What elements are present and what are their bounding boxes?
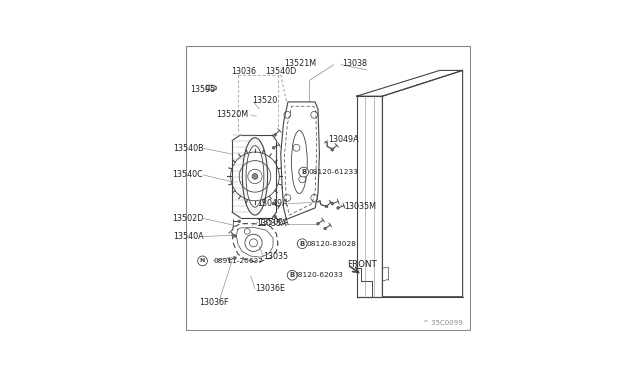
Text: 13595: 13595 xyxy=(190,84,215,93)
Text: 13520: 13520 xyxy=(252,96,277,105)
Text: 13036: 13036 xyxy=(231,67,256,76)
Circle shape xyxy=(299,167,308,177)
Text: 13036E: 13036E xyxy=(255,284,285,293)
Text: 13035: 13035 xyxy=(264,252,289,261)
Text: 08911-20637: 08911-20637 xyxy=(213,258,263,264)
Text: 13502A: 13502A xyxy=(258,218,289,227)
Circle shape xyxy=(234,257,236,260)
Text: 13049A: 13049A xyxy=(257,199,288,208)
Circle shape xyxy=(325,205,328,208)
Circle shape xyxy=(324,227,326,230)
Circle shape xyxy=(272,202,275,205)
Text: ^ 35C0099: ^ 35C0099 xyxy=(423,320,463,326)
Text: 13502D: 13502D xyxy=(172,214,204,223)
Text: 13540B: 13540B xyxy=(173,144,204,153)
Text: 08120-62033: 08120-62033 xyxy=(293,272,343,278)
Circle shape xyxy=(198,256,207,266)
Text: 13035A: 13035A xyxy=(256,219,287,228)
Circle shape xyxy=(331,148,333,151)
Text: 13520M: 13520M xyxy=(216,110,248,119)
Circle shape xyxy=(287,270,297,280)
Circle shape xyxy=(272,146,275,149)
Text: 13036F: 13036F xyxy=(198,298,228,307)
Text: 13540A: 13540A xyxy=(173,232,204,241)
Circle shape xyxy=(273,215,276,218)
Circle shape xyxy=(337,206,339,209)
Ellipse shape xyxy=(246,145,264,207)
Text: N: N xyxy=(200,259,205,263)
Text: B: B xyxy=(300,241,305,247)
Text: 13049A: 13049A xyxy=(328,135,358,144)
Circle shape xyxy=(317,222,319,225)
Text: B: B xyxy=(289,272,295,278)
Text: FRONT: FRONT xyxy=(348,260,378,269)
Circle shape xyxy=(238,220,241,223)
Text: 08120-83028: 08120-83028 xyxy=(307,241,356,247)
Text: 13540C: 13540C xyxy=(173,170,204,179)
Text: 13521M: 13521M xyxy=(284,59,317,68)
Circle shape xyxy=(252,173,258,179)
Text: 13035M: 13035M xyxy=(344,202,376,211)
Text: 13540D: 13540D xyxy=(265,67,296,76)
Text: 13038: 13038 xyxy=(342,59,367,68)
Text: B: B xyxy=(301,169,307,175)
Circle shape xyxy=(234,235,236,237)
Ellipse shape xyxy=(243,138,268,215)
Circle shape xyxy=(298,239,307,248)
Circle shape xyxy=(273,134,276,136)
Circle shape xyxy=(331,202,333,205)
Text: 08120-61233: 08120-61233 xyxy=(308,169,358,175)
